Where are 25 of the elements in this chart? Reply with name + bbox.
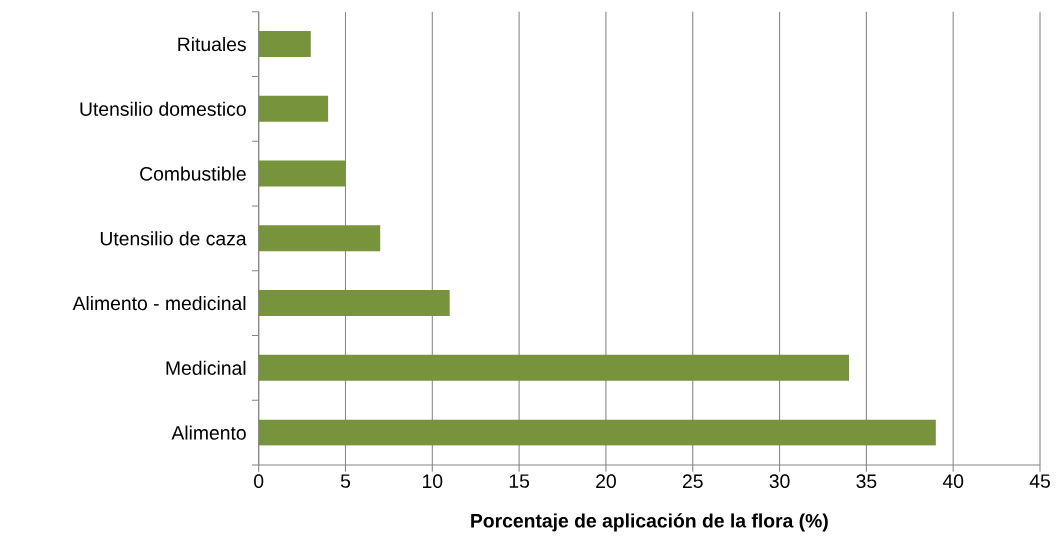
x-tick-label: 20 [596,474,616,489]
y-tick-label: Alimento [171,425,246,440]
bar [258,419,936,446]
y-tick-label: Combustible [140,166,246,181]
bar [258,354,850,381]
x-tick-label: 25 [682,474,703,489]
bar [258,290,450,317]
x-tick-label: 0 [254,474,264,489]
bar [258,225,381,252]
x-tick-label: 35 [856,474,877,489]
x-axis-title: Porcentaje de aplicación de la flora (%) [471,513,828,532]
x-tick-label: 45 [1029,474,1050,488]
y-tick-label: Alimento - medicinal [72,296,246,311]
bar [258,160,346,187]
bar [258,95,329,122]
bar [258,31,311,58]
x-tick-label: 30 [769,474,790,489]
x-tick-label: 15 [509,474,530,488]
y-tick-label: Utensilio de caza [100,231,247,246]
y-tick-label: Rituales [178,36,246,52]
x-tick-label: 40 [942,474,964,489]
y-tick-label: Medicinal [166,360,246,375]
y-tick-label: Utensilio domestico [80,101,246,116]
x-tick-label: 5 [340,474,351,488]
x-tick-label: 10 [423,474,443,489]
